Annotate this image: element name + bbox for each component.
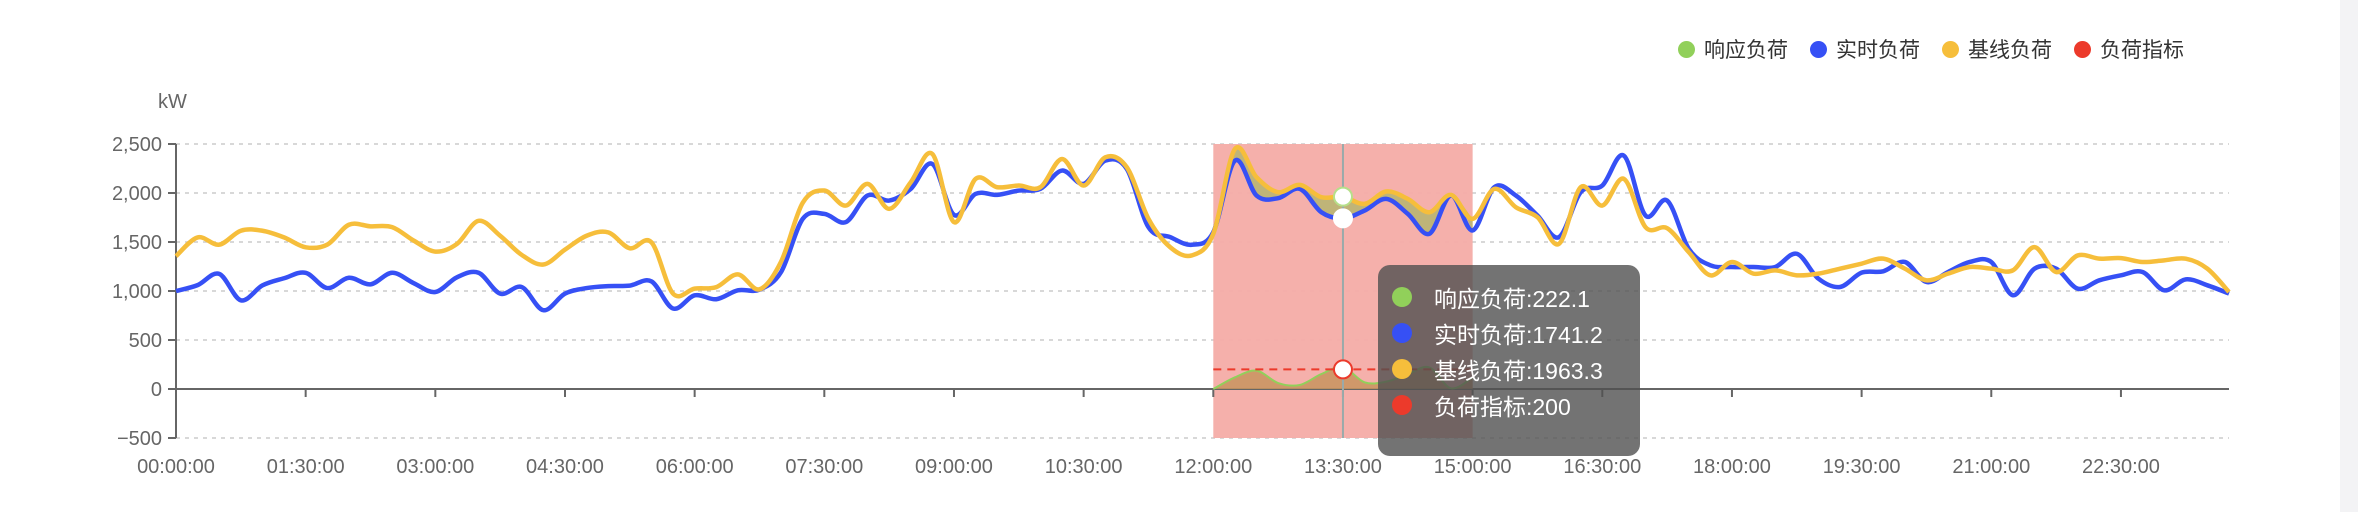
tooltip: 响应负荷:222.1 实时负荷:1741.2 基线负荷:1963.3 负荷指标:… (1378, 265, 1640, 456)
legend-item-realtime[interactable]: 实时负荷 (1810, 34, 1920, 64)
series-layer (174, 144, 2231, 390)
x-tick-label: 19:30:00 (1823, 456, 1901, 478)
y-tick-label: 1,000 (112, 281, 162, 303)
tooltip-text: 实时负荷:1741.2 (1434, 322, 1603, 348)
grid-lines (176, 143, 2229, 439)
x-tick-label: 18:00:00 (1693, 456, 1771, 478)
legend-dot-icon (2074, 40, 2091, 58)
x-tick-label: 10:30:00 (1045, 456, 1123, 478)
tooltip-text: 基线负荷:1963.3 (1434, 358, 1603, 384)
y-tick-label: 0 (151, 379, 162, 401)
y-tick-label: 2,500 (112, 134, 162, 156)
legend-item-response[interactable]: 响应负荷 (1678, 34, 1788, 64)
x-tick-label: 06:00:00 (656, 456, 734, 478)
tooltip-row-response: 响应负荷:222.1 (1392, 279, 1640, 315)
x-tick-label: 09:00:00 (915, 456, 993, 478)
x-tick-label: 00:00:00 (137, 456, 215, 478)
y-tick-label: 500 (129, 330, 162, 352)
legend-dot-icon (1810, 40, 1827, 58)
x-tick-label: 12:00:00 (1174, 456, 1252, 478)
x-tick-label: 13:30:00 (1304, 456, 1382, 478)
legend-dot-icon (1942, 40, 1959, 58)
y-tick-label: 1,500 (112, 232, 162, 254)
tooltip-row-realtime: 实时负荷:1741.2 (1392, 315, 1640, 351)
x-tick-label: 03:00:00 (396, 456, 474, 478)
tooltip-row-target: 负荷指标:200 (1392, 387, 1640, 423)
legend-item-baseline[interactable]: 基线负荷 (1942, 34, 2052, 64)
target-point (1332, 359, 1353, 380)
axes: −500 0 500 1,000 1,500 2,000 2,500 00:00:00 01:3… (112, 134, 2229, 478)
dot-icon (1392, 323, 1412, 343)
legend-dot-icon (1678, 40, 1695, 58)
x-tick-label: 01:30:00 (267, 456, 345, 478)
dot-icon (1392, 287, 1412, 307)
tooltip-row-baseline: 基线负荷:1963.3 (1392, 351, 1640, 387)
legend-label: 基线负荷 (1968, 39, 2052, 62)
dot-icon (1392, 395, 1412, 415)
legend: 响应负荷 实时负荷 基线负荷 负荷指标 (1678, 34, 2206, 64)
scrollbar-track[interactable] (2340, 0, 2358, 512)
x-tick-label: 04:30:00 (526, 456, 604, 478)
crosshair (1332, 144, 1353, 438)
legend-label: 响应负荷 (1704, 39, 1788, 62)
x-tick-label: 07:30:00 (785, 456, 863, 478)
x-tick-label: 21:00:00 (1952, 456, 2030, 478)
series-line-realtime (175, 153, 2230, 313)
tooltip-text: 负荷指标:200 (1434, 394, 1571, 420)
x-tick-label: 22:30:00 (2082, 456, 2160, 478)
legend-item-target[interactable]: 负荷指标 (2074, 34, 2184, 64)
dot-icon (1392, 359, 1412, 379)
realtime-point (1332, 208, 1353, 229)
series-line-baseline (174, 144, 2231, 299)
legend-label: 实时负荷 (1836, 39, 1920, 62)
y-tick-label: −500 (117, 428, 162, 450)
y-tick-label: 2,000 (112, 183, 162, 205)
x-tick-label: 16:30:00 (1563, 456, 1641, 478)
y-axis-unit: kW (158, 91, 187, 113)
legend-label: 负荷指标 (2100, 39, 2184, 62)
tooltip-text: 响应负荷:222.1 (1434, 286, 1590, 312)
baseline-point (1332, 186, 1353, 207)
x-tick-label: 15:00:00 (1434, 456, 1512, 478)
